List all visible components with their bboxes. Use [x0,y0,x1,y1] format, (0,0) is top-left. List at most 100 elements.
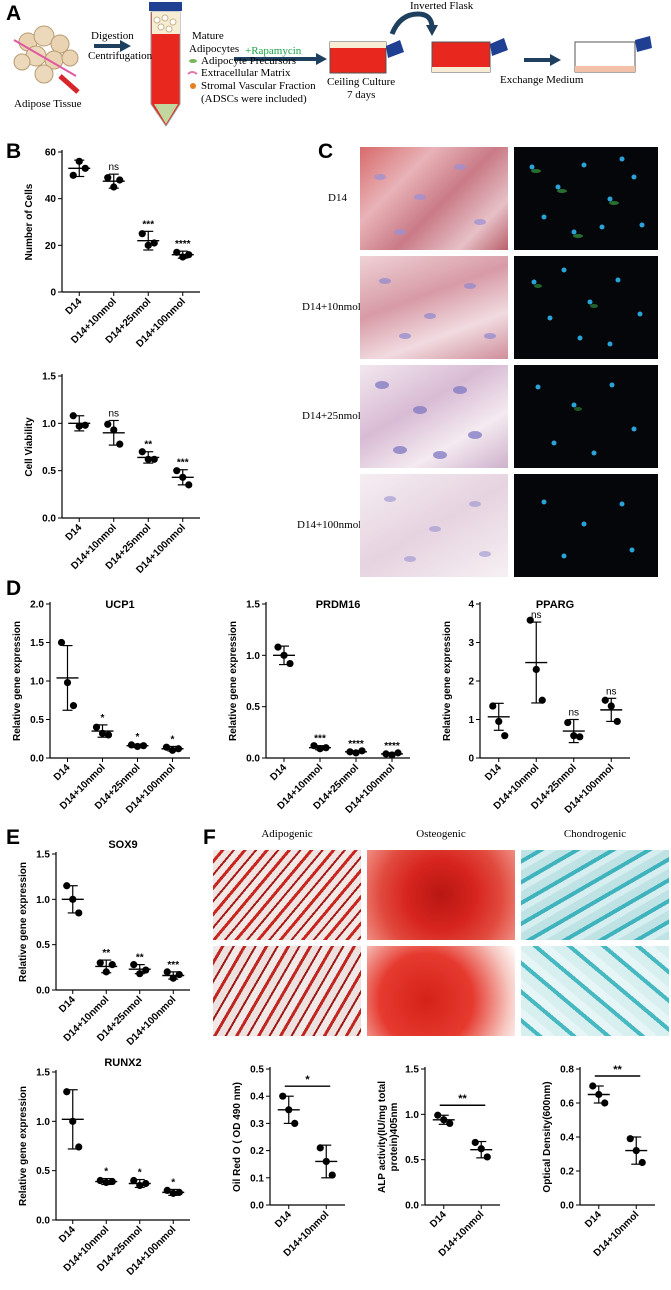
data-point [63,1088,71,1096]
chart-title: PPARG [536,599,574,611]
data-point [601,696,609,704]
data-point [538,696,546,704]
chart-e2-runx2: RUNX2 0.0 0.5 1.0 1.5 Relative gene expressio… [0,1057,205,1283]
f-adipogenic-2 [213,946,361,1036]
data-point [185,481,193,489]
data-point [75,422,83,430]
data-point [116,176,124,184]
y-tick-label: 1.5 [405,1065,419,1076]
data-point [285,1106,293,1114]
data-point [133,742,142,751]
data-point [69,171,77,179]
data-point [163,1186,171,1194]
chart-title: UCP1 [105,599,134,611]
f-osteogenic-2 [367,946,515,1036]
data-point [104,174,112,182]
f-chondrogenic-2 [521,946,669,1036]
y-tick-label: 2.0 [30,600,44,611]
data-point [168,746,177,754]
data-point [477,1145,485,1153]
y-tick-label: 0.5 [30,715,44,726]
y-tick-label: 0.0 [42,514,56,525]
data-point [185,251,193,259]
data-point [139,742,148,750]
y-tick-label: 0.0 [250,1201,264,1212]
panel-label-f: F [203,826,216,849]
data-point [130,1176,138,1185]
panel-a-schematic: Adipose Tissue Digestion Centrifugation … [0,0,671,140]
data-point [358,747,366,755]
data-point [108,1177,116,1186]
data-point [130,961,138,969]
adipose-tissue-illustration [13,25,80,94]
data-point [286,659,294,668]
data-point [446,1119,454,1127]
significance-label: *** [167,960,179,971]
data-point [69,1117,77,1125]
data-point [626,1135,634,1143]
data-point [601,1099,609,1107]
precursors-label: Adipocyte Precursors [201,55,297,67]
data-point [75,909,83,917]
y-tick-label: 0.8 [560,1065,574,1076]
y-tick-label: 1.0 [42,419,56,430]
adscs-label: (ADSCs were included) [201,93,307,105]
chart-e1-sox9: SOX9 0.0 0.5 1.0 1.5 Relative gene expression… [0,839,205,1050]
x-tick-label: D14 [52,762,73,783]
data-point [346,748,354,756]
y-axis-label: Relative gene expression [18,1086,29,1206]
y-axis-label: Relative gene expression [228,621,239,741]
y-tick-label: 0.0 [246,754,260,765]
centrifugation-label: Centrifugation [88,50,153,62]
data-point [434,1111,442,1119]
exchanged-flask [574,36,652,73]
data-point [638,1158,646,1167]
data-point [632,1147,640,1155]
y-axis-label: Relative gene expression [12,621,23,741]
y-tick-label: 0.0 [405,1201,419,1212]
y-tick-label: 0.1 [250,1173,264,1184]
data-point [489,702,497,710]
y-tick-label: 0.2 [560,1167,574,1178]
chart-f2-alp: 0.0 0.5 1.0 1.5 ALP activity(IU/mg total prot… [365,1055,515,1285]
y-axis-label: Relative gene expression [18,862,29,982]
y-tick-label: 0.6 [560,1099,574,1110]
data-point [81,421,89,429]
svf-label: Stromal Vascular Fraction [201,80,316,92]
data-point [328,1171,336,1179]
data-point [136,1181,144,1190]
chart-d2-prdm16: PRDM16 0.0 0.5 1.0 1.5 Relative gene expressi… [220,590,440,825]
significance-label: * [104,1167,108,1178]
data-point [69,412,77,420]
significance-label: ** [102,948,110,959]
data-point [532,665,540,674]
y-tick-label: 0.5 [36,1166,50,1177]
data-point [570,732,578,740]
data-point [440,1116,448,1124]
chart-b2-cell-viability: 0.0 0.5 1.0 1.5 Cell Viability D14 D14+10nmol D… [0,360,300,580]
adipose-tissue-label: Adipose Tissue [14,98,82,110]
data-point [394,749,402,757]
x-tick-label: D14 [64,522,85,543]
ceiling-culture-label: Ceiling Culture [327,76,396,88]
x-tick-label: D14 [583,1209,604,1230]
bracket-significance: ** [613,1064,622,1076]
y-tick-label: 0.0 [36,1216,50,1227]
c-fluorescence-d14 [514,147,658,250]
mature-label: Mature [192,30,224,42]
significance-label: * [138,1168,142,1179]
data-point [607,702,615,710]
data-point [175,970,183,979]
c-fluorescence-10nmol [514,256,658,359]
f-osteogenic-1 [367,850,515,940]
y-axis-label-line2: protein)405nm [389,1102,400,1171]
y-axis-label: Relative gene expression [442,621,453,741]
significance-label: ns [531,610,542,621]
data-point [162,743,171,751]
significance-label: **** [175,239,191,250]
y-axis-label: Optical Density(600nm) [542,1081,553,1192]
significance-label: *** [177,458,189,469]
x-tick-label: D14 [57,994,78,1015]
exchange-medium-label: Exchange Medium [500,74,584,86]
ecm-label: Extracellular Matrix [201,67,291,79]
